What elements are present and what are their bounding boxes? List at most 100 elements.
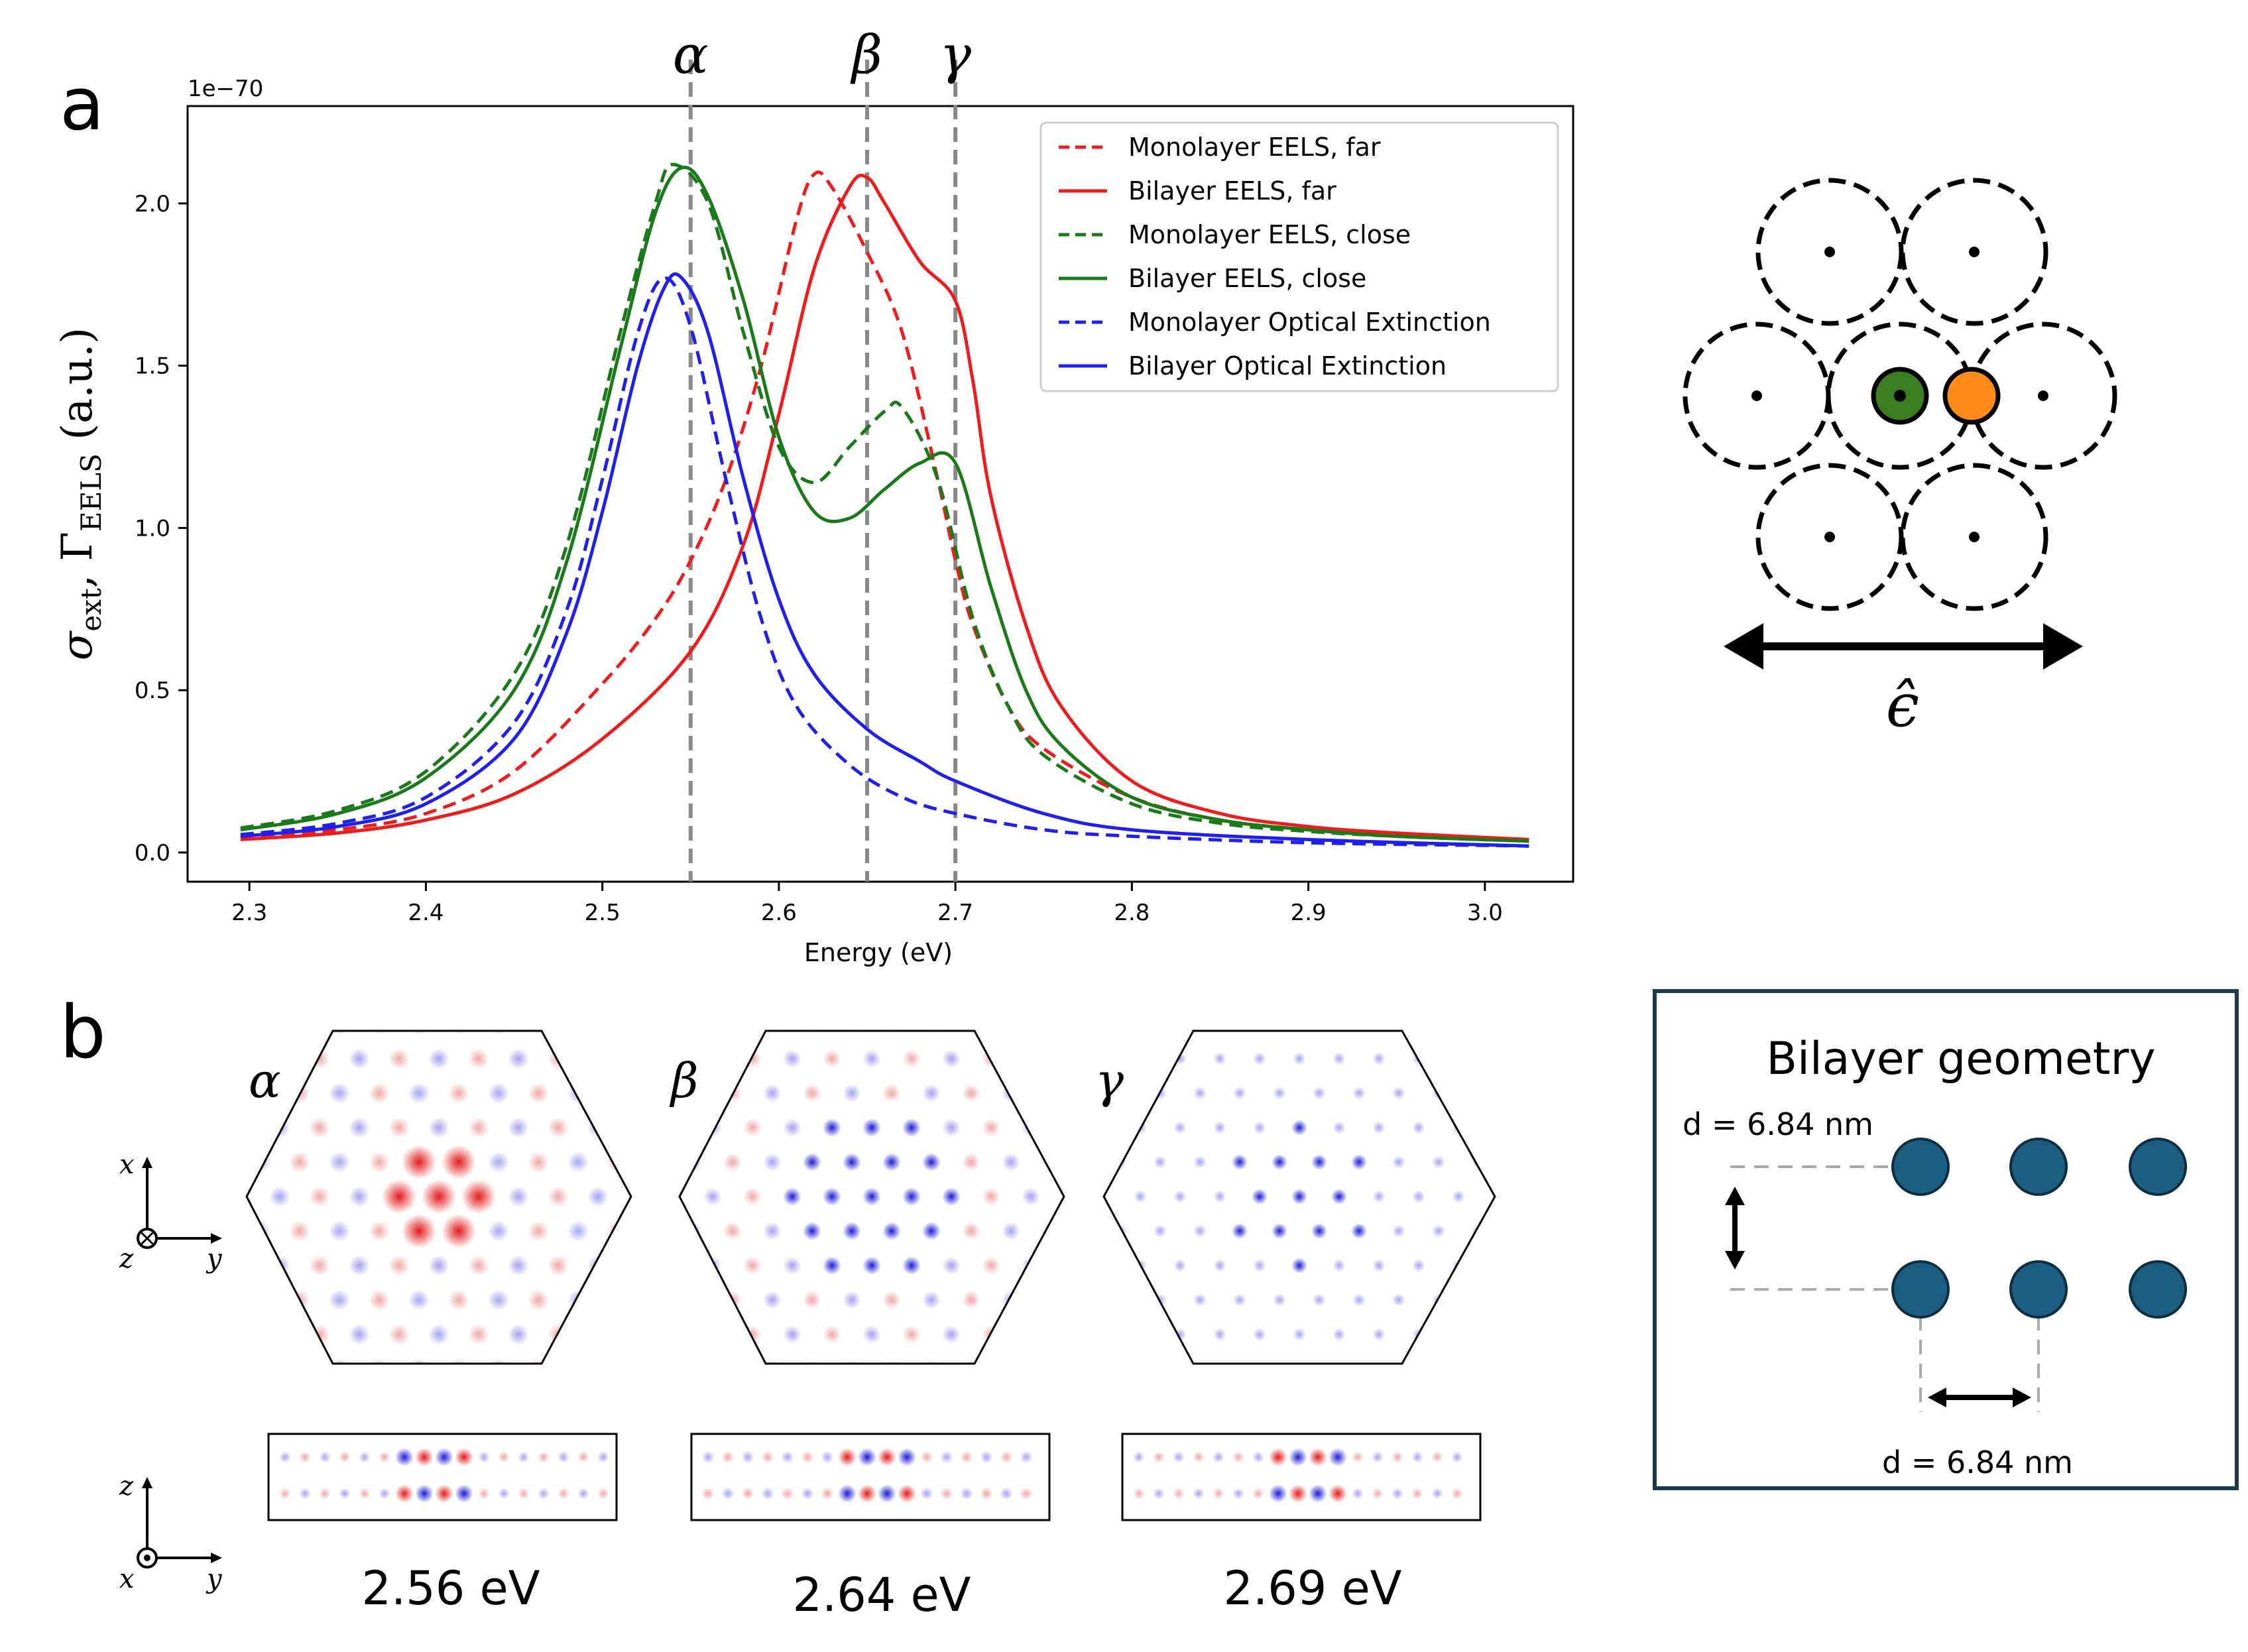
field-blob (209, 1014, 231, 1035)
field-blob (1273, 1087, 1286, 1100)
axis-x-top: x (119, 1150, 135, 1180)
field-blob (1014, 1052, 1028, 1065)
side-blob (838, 1484, 857, 1503)
field-blob (1034, 1018, 1047, 1031)
field-blob (1253, 1259, 1266, 1272)
axis-y-bottom: y (206, 1564, 223, 1594)
field-blob (468, 1255, 489, 1276)
field-blob (803, 1291, 821, 1309)
field-blob (369, 1220, 390, 1242)
field-blob (1551, 1293, 1565, 1307)
field-blob (349, 1117, 370, 1138)
field-blob (683, 1222, 702, 1240)
side-blob (940, 1450, 953, 1464)
field-blob (803, 1153, 821, 1171)
side-blob (299, 1451, 311, 1463)
field-blob (1233, 1293, 1246, 1307)
side-blob (898, 1484, 916, 1503)
field-blob (922, 1153, 941, 1171)
field-blob (548, 1117, 569, 1138)
y-tick-label: 0.0 (135, 840, 170, 866)
field-blob (862, 1118, 881, 1137)
field-blob (1551, 1087, 1565, 1100)
field-blob (902, 1256, 921, 1275)
field-blob (402, 1214, 436, 1248)
field-blob (442, 1214, 476, 1248)
lattice-site-2 (1683, 322, 1831, 470)
field-blob (388, 1048, 410, 1069)
side-blob (1000, 1487, 1013, 1500)
field-blob (607, 1289, 628, 1311)
field-blob (1272, 1223, 1287, 1239)
field-blob (823, 1049, 841, 1068)
field-blob (1022, 1049, 1040, 1068)
field-blob (408, 1358, 430, 1364)
field-blob (150, 1048, 171, 1069)
field-blob (1551, 1155, 1565, 1169)
field-blob (1054, 1328, 1067, 1341)
series-line-1 (240, 174, 1529, 841)
field-blob (1452, 1052, 1465, 1065)
field-blob (402, 1145, 436, 1179)
field-blob (508, 1186, 529, 1207)
field-blob (1313, 1018, 1326, 1031)
side-blob (1232, 1488, 1244, 1500)
field-blob (369, 1151, 390, 1173)
field-blob (1571, 1052, 1584, 1065)
field-blob (190, 1117, 211, 1138)
field-blob (743, 1187, 762, 1206)
field-blob (1104, 1121, 1107, 1134)
side-blob (518, 1451, 530, 1463)
field-blob (644, 1222, 662, 1240)
field-blob (1331, 1189, 1347, 1205)
field-blob (468, 1048, 489, 1069)
field-blob (1034, 1087, 1047, 1100)
side-blob (701, 1487, 715, 1500)
field-blob (1002, 1031, 1020, 1033)
field-blob (763, 1084, 782, 1102)
field-blob (1114, 1362, 1127, 1364)
field-blob (1213, 1259, 1226, 1272)
field-blob (644, 1360, 662, 1378)
field-blob (1313, 1087, 1326, 1100)
field-blob (727, 1358, 748, 1380)
field-blob (783, 1118, 801, 1137)
field-blob (1054, 1121, 1067, 1134)
lattice-site-5 (1755, 463, 1904, 611)
field-blob (1061, 1325, 1064, 1344)
field-blob (1253, 1328, 1266, 1341)
field-blob (1412, 1259, 1425, 1272)
field-blob (1472, 1293, 1485, 1307)
field-blob (247, 1117, 251, 1138)
field-blob (1193, 1018, 1207, 1031)
side-blob (741, 1450, 754, 1464)
field-blob (647, 1083, 668, 1104)
field-blob (1591, 1224, 1604, 1238)
field-blob (1311, 1154, 1327, 1170)
side-blob (980, 1487, 993, 1500)
field-blob (1432, 1362, 1445, 1364)
field-blob (1571, 1259, 1584, 1272)
side-blob (741, 1487, 754, 1500)
field-blob (1161, 1360, 1179, 1378)
field-blob (922, 1084, 941, 1102)
field-blob (1332, 1259, 1346, 1272)
side-blob (435, 1448, 453, 1466)
field-blob (604, 1084, 622, 1102)
field-blob (329, 1289, 350, 1311)
field-blob (922, 1360, 941, 1364)
side-blob (761, 1450, 774, 1464)
field-blob (627, 1117, 631, 1138)
side-blob (1411, 1488, 1423, 1500)
field-blob (627, 1324, 631, 1345)
field-blob (1531, 1052, 1545, 1065)
field-blob (823, 1187, 841, 1206)
field-blob (1213, 1328, 1226, 1341)
field-blob (1041, 1153, 1060, 1171)
field-blob (1291, 1258, 1307, 1273)
field-blob (170, 1151, 191, 1173)
side-blob (339, 1451, 351, 1463)
field-blob (803, 1222, 821, 1240)
x-tick-label: 2.3 (231, 900, 267, 926)
